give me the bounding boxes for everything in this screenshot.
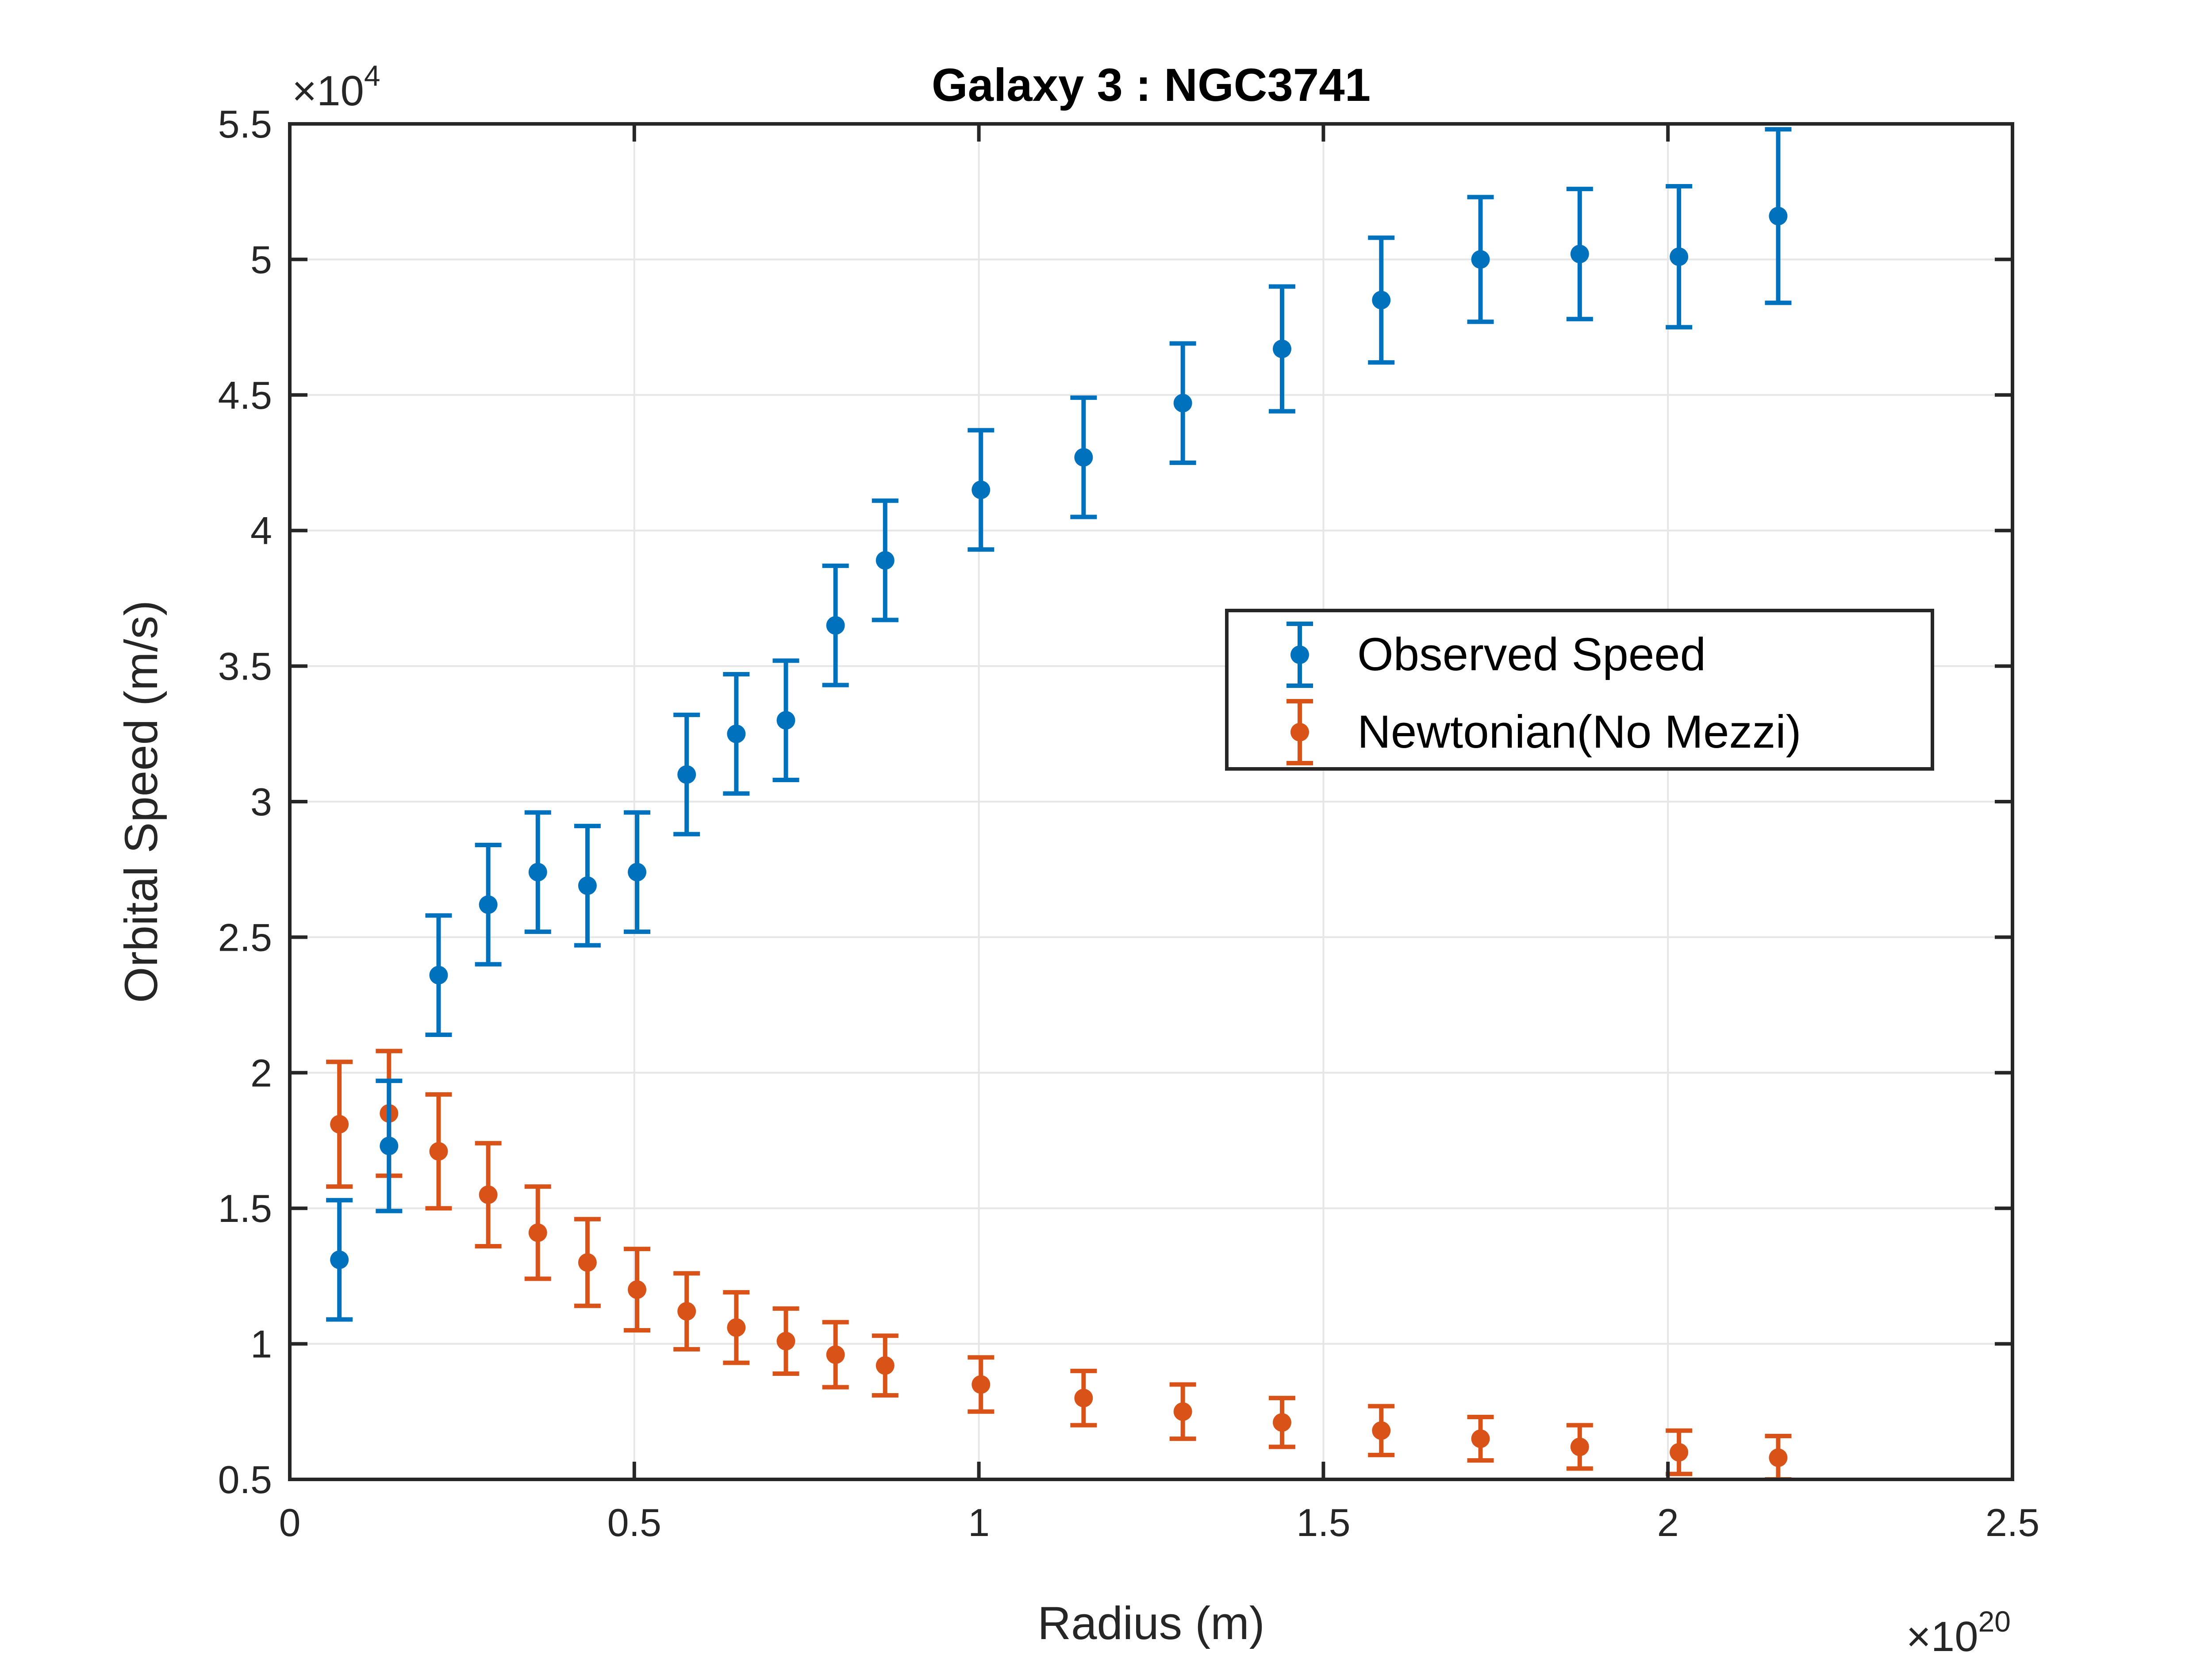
data-point xyxy=(826,1345,845,1364)
data-point xyxy=(479,895,498,914)
legend-dot xyxy=(1290,645,1309,664)
x-tick-label: 2 xyxy=(1657,1501,1679,1544)
chart-title: Galaxy 3 : NGC3741 xyxy=(932,59,1371,111)
data-point xyxy=(1570,245,1589,264)
y-tick-label: 2.5 xyxy=(218,915,272,959)
y-tick-label: 5 xyxy=(250,238,272,281)
data-point xyxy=(876,551,895,570)
data-point xyxy=(727,1318,746,1337)
legend-label-observed: Observed Speed xyxy=(1357,629,1706,680)
y-tick-label: 3.5 xyxy=(218,645,272,688)
y-exponent-value: 4 xyxy=(364,59,380,92)
data-point xyxy=(429,1142,448,1161)
data-point xyxy=(826,616,845,635)
y-tick-label: 3 xyxy=(250,780,272,824)
data-point xyxy=(1372,291,1391,310)
data-point xyxy=(528,863,547,882)
data-point xyxy=(1471,250,1490,269)
y-tick-label: 4 xyxy=(250,509,272,553)
x-tick-label: 0 xyxy=(279,1501,301,1544)
legend-dot xyxy=(1290,723,1309,741)
y-tick-label: 1 xyxy=(250,1322,272,1366)
y-tick-label: 5.5 xyxy=(218,102,272,146)
axes xyxy=(288,122,2014,1481)
data-point xyxy=(1272,1413,1291,1432)
data-point xyxy=(1074,1389,1093,1408)
data-point xyxy=(677,765,696,784)
data-point xyxy=(1173,1402,1192,1421)
legend-label-newtonian: Newtonian(No Mezzi) xyxy=(1357,706,1801,758)
series-observed xyxy=(326,127,1792,1322)
y-tick-label: 4.5 xyxy=(218,373,272,417)
tick-labels: 0 0.5 1 1.5 2 2.50.511.522.533.544.555.5 xyxy=(218,102,2040,1544)
legend-marker-observed xyxy=(1286,622,1313,688)
data-point xyxy=(330,1250,349,1269)
y-tick-label: 2 xyxy=(250,1051,272,1095)
x-axis-label: Radius (m) xyxy=(1037,1598,1264,1649)
y-tick-label: 1.5 xyxy=(218,1187,272,1230)
data-point xyxy=(1372,1421,1391,1440)
data-point xyxy=(330,1115,349,1134)
data-point xyxy=(776,711,795,730)
data-point xyxy=(1769,207,1788,226)
data-point xyxy=(1670,247,1689,266)
x-tick-label: 2.5 xyxy=(1985,1501,2039,1544)
x-exponent-value: 20 xyxy=(1978,1605,2011,1638)
data-point xyxy=(578,1253,597,1272)
data-point xyxy=(1769,1448,1788,1467)
data-point xyxy=(677,1302,696,1321)
data-point xyxy=(1074,448,1093,467)
data-point xyxy=(628,863,647,882)
data-point xyxy=(1471,1429,1490,1448)
data-point xyxy=(628,1280,647,1299)
series-newtonian xyxy=(326,1048,1792,1479)
x-tick-label: 1 xyxy=(968,1501,990,1544)
data-point xyxy=(1272,339,1291,358)
data-point xyxy=(380,1137,399,1156)
y-axis-label: Orbital Speed (m/s) xyxy=(115,600,167,1003)
legend-box xyxy=(1225,609,1934,771)
data-point xyxy=(972,1375,991,1394)
data-point xyxy=(528,1223,547,1242)
x-tick-label: 0.5 xyxy=(607,1501,661,1544)
data-point xyxy=(776,1332,795,1351)
x-tick-label: 1.5 xyxy=(1296,1501,1350,1544)
data-point xyxy=(479,1185,498,1204)
data-point xyxy=(972,480,991,499)
legend: Observed Speed Newtonian(No Mezzi) xyxy=(1225,609,1934,771)
data-point xyxy=(429,966,448,985)
data-point xyxy=(1570,1437,1589,1456)
y-tick-label: 0.5 xyxy=(218,1458,272,1502)
series-layer xyxy=(326,127,1792,1479)
data-point xyxy=(1670,1443,1689,1462)
data-point xyxy=(578,876,597,895)
data-point xyxy=(727,724,746,743)
legend-marker-newtonian xyxy=(1286,699,1313,765)
data-point xyxy=(876,1356,895,1375)
data-point xyxy=(1173,394,1192,413)
